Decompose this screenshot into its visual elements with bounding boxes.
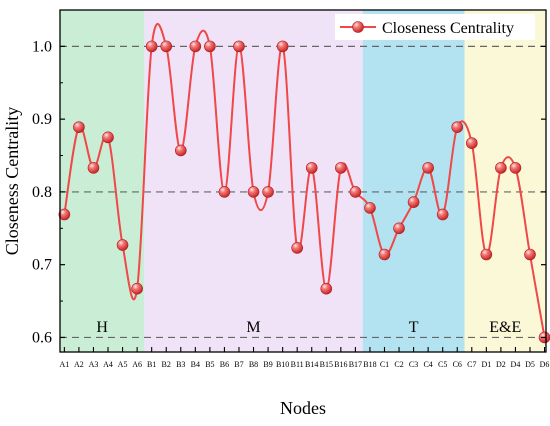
x-tick-label: C1 <box>380 360 389 369</box>
data-point-b15 <box>320 282 333 295</box>
data-point-c4 <box>422 162 434 174</box>
x-tick-label: C6 <box>453 360 462 369</box>
data-point-c2 <box>393 222 405 235</box>
legend-marker <box>352 21 364 33</box>
region-backgrounds <box>60 10 546 352</box>
region-band-ee <box>464 10 546 352</box>
x-tick-label: B3 <box>176 360 185 369</box>
x-tick-label: B5 <box>205 360 214 369</box>
y-tick-label: 1.0 <box>32 38 52 55</box>
x-axis: A1 A2 A3 A4 A5 A6 B1 B2 B3 B4 B5 B6 B7 B8 B9 B10 B11 B14 B… <box>59 347 549 369</box>
data-point-a3 <box>87 162 100 174</box>
x-tick-label: B11 <box>291 360 304 369</box>
x-axis-title: Nodes <box>280 398 326 418</box>
data-point-c7 <box>465 137 478 149</box>
region-label: H <box>96 319 108 336</box>
x-tick-label: B9 <box>263 360 272 369</box>
data-point-a5 <box>116 239 129 251</box>
region-labels: H M T E&E <box>96 319 521 336</box>
data-point-a4 <box>102 131 114 144</box>
x-tick-label: C7 <box>467 360 476 369</box>
data-point-b8 <box>247 186 260 198</box>
data-point-b9 <box>262 186 274 198</box>
data-point-b3 <box>174 144 187 157</box>
x-tick-label: D2 <box>496 360 506 369</box>
data-point-c5 <box>436 208 449 221</box>
data-point-d2 <box>495 162 507 174</box>
x-tick-label: B10 <box>276 360 289 369</box>
data-point-b6 <box>218 186 231 198</box>
data-point-d5 <box>524 248 536 261</box>
y-tick-label: 0.9 <box>32 111 52 128</box>
data-point-b7 <box>233 40 245 53</box>
x-tick-label: A1 <box>59 360 69 369</box>
data-point-b17 <box>349 186 362 198</box>
x-tick-label: C3 <box>409 360 418 369</box>
data-point-c1 <box>378 248 391 261</box>
data-point-a1 <box>58 208 71 221</box>
x-tick-label: B16 <box>334 360 347 369</box>
x-tick-label: B4 <box>191 360 200 369</box>
gridlines <box>60 45 546 339</box>
data-point-b5 <box>204 40 216 53</box>
x-tick-label: A2 <box>74 360 84 369</box>
x-tick-label: A5 <box>118 360 128 369</box>
legend: Closeness Centrality <box>335 14 535 40</box>
data-point-b10 <box>276 40 289 53</box>
x-tick-label: C4 <box>423 360 432 369</box>
data-point-d4 <box>509 162 522 174</box>
x-tick-label: B2 <box>162 360 171 369</box>
x-tick-label: D6 <box>540 360 550 369</box>
data-points <box>58 40 550 344</box>
data-point-d1 <box>480 248 493 261</box>
data-point-a2 <box>73 121 85 133</box>
y-tick-label: 0.8 <box>32 184 52 201</box>
y-tick-label: 0.6 <box>32 329 52 346</box>
data-point-b14 <box>305 162 318 174</box>
x-tick-label: D1 <box>481 360 491 369</box>
x-tick-label: A6 <box>132 360 142 369</box>
x-tick-label: B6 <box>220 360 229 369</box>
x-tick-label: A3 <box>89 360 99 369</box>
data-point-b16 <box>335 162 347 174</box>
y-tick-label: 0.7 <box>32 257 52 274</box>
x-tick-label: B7 <box>234 360 243 369</box>
region-band-h <box>60 10 145 352</box>
data-point-b2 <box>160 40 173 53</box>
x-tick-label: D4 <box>511 360 521 369</box>
x-tick-label: B17 <box>349 360 362 369</box>
x-tick-label: B15 <box>320 360 333 369</box>
y-axis: 0.6 0.7 0.8 0.9 1.0 <box>32 38 546 346</box>
region-label: M <box>246 319 260 336</box>
x-tick-label: B18 <box>363 360 376 369</box>
data-point-a6 <box>131 282 143 295</box>
region-band-t <box>362 10 465 352</box>
plot-frame <box>59 9 547 353</box>
x-tick-label: B8 <box>249 360 258 369</box>
data-point-c6 <box>451 121 464 133</box>
region-label: T <box>409 319 419 336</box>
data-point-b11 <box>291 242 303 254</box>
y-axis-title: Closeness Centrality <box>2 107 22 255</box>
x-tick-label: D5 <box>525 360 535 369</box>
x-tick-label: C2 <box>394 360 403 369</box>
data-point-b4 <box>189 40 202 53</box>
data-point-b1 <box>145 40 158 53</box>
data-point-b18 <box>364 202 376 214</box>
x-tick-label: C5 <box>438 360 447 369</box>
x-tick-label: A4 <box>103 360 113 369</box>
region-band-m <box>144 10 363 352</box>
region-label: E&E <box>489 319 521 336</box>
legend-label: Closeness Centrality <box>382 20 514 37</box>
data-point-c3 <box>407 196 420 208</box>
x-tick-label: B14 <box>305 360 318 369</box>
x-tick-label: B1 <box>147 360 156 369</box>
